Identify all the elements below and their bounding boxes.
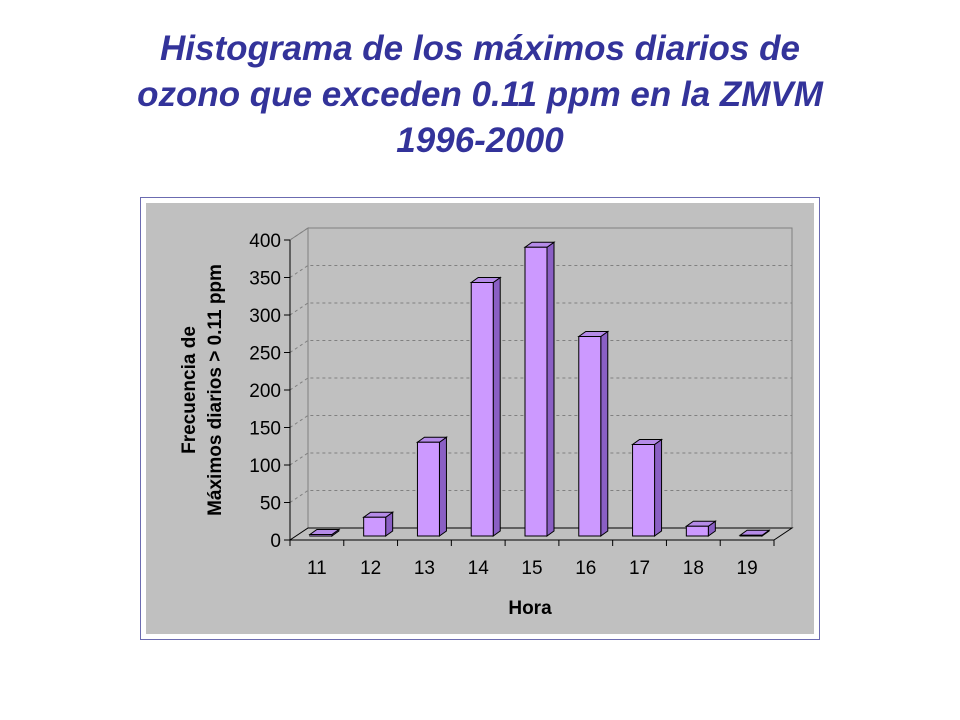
- y-tick-label: 50: [260, 494, 281, 515]
- y-tick-label: 100: [249, 456, 281, 477]
- side-wall: [289, 227, 309, 541]
- bar-side: [546, 241, 555, 537]
- y-tick-label: 300: [249, 306, 281, 327]
- x-tick-label: 19: [737, 558, 758, 579]
- bar: [578, 336, 602, 537]
- y-tick-label: 150: [249, 419, 281, 440]
- x-tick-label: 11: [307, 558, 327, 579]
- y-axis-title-line-2: Máximos diarios > 0.11 ppm: [205, 264, 226, 516]
- x-tick-label: 17: [629, 558, 650, 579]
- bar: [685, 525, 709, 537]
- bar: [632, 444, 656, 537]
- bar-side: [600, 330, 609, 537]
- y-axis-title-line-1: Frecuencia de: [179, 326, 200, 454]
- gridline: [289, 265, 792, 278]
- bar: [416, 441, 440, 537]
- gridline: [289, 415, 792, 428]
- bar-side: [438, 436, 447, 537]
- gridline: [289, 452, 792, 466]
- title-line-2: ozono que exceden 0.11 ppm en la ZMVM: [137, 75, 823, 114]
- title-line-3: 1996-2000: [396, 121, 564, 160]
- x-tick-label: 12: [360, 558, 381, 579]
- y-tick-label: 350: [249, 269, 281, 290]
- bar: [470, 282, 494, 537]
- bar: [524, 246, 548, 537]
- y-tick-label: 400: [249, 231, 281, 252]
- page-title: Histograma de los máximos diarios de ozo…: [40, 26, 920, 164]
- x-tick-label: 16: [575, 558, 596, 579]
- bar: [363, 516, 387, 537]
- gridline: [289, 490, 792, 503]
- bar-side: [492, 276, 501, 537]
- x-axis-title: Hora: [508, 598, 552, 619]
- gridline: [289, 340, 792, 353]
- x-tick-label: 13: [414, 558, 435, 579]
- bar: [739, 534, 763, 537]
- y-tick-label: 0: [270, 531, 281, 552]
- x-tick-label: 15: [521, 558, 542, 579]
- gridline: [289, 377, 792, 391]
- title-line-1: Histograma de los máximos diarios de: [160, 29, 800, 68]
- bar-side: [654, 438, 663, 537]
- gridline: [289, 227, 792, 241]
- x-tick-label: 18: [683, 558, 704, 579]
- x-tick-label: 14: [468, 558, 490, 579]
- gridline: [289, 302, 792, 316]
- y-tick-label: 250: [249, 344, 281, 365]
- y-tick-label: 200: [249, 381, 281, 402]
- bar: [309, 534, 333, 537]
